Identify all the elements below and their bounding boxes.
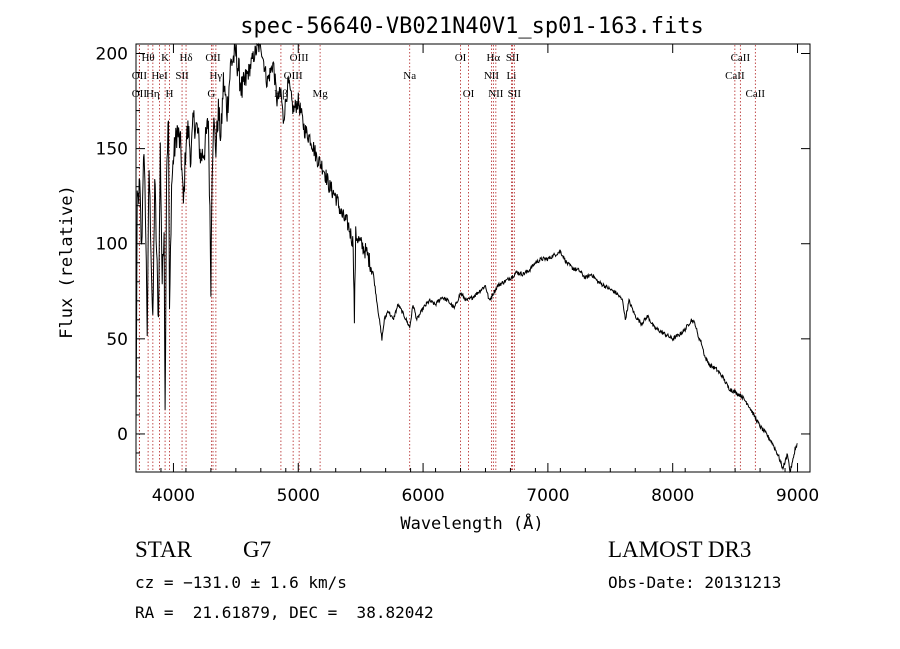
x-tick-label: 7000	[526, 486, 569, 506]
marker-label: OII	[205, 52, 221, 64]
coordinates: RA = 21.61879, DEC = 38.82042	[135, 603, 434, 622]
chart-title: spec-56640-VB021N40V1_sp01-163.fits	[240, 14, 704, 39]
marker-label: H	[165, 88, 173, 100]
marker-label: K	[161, 52, 169, 64]
x-tick-label: 6000	[401, 486, 444, 506]
marker-label: OI	[463, 88, 475, 100]
marker-label: Na	[403, 70, 416, 82]
axis-ticks: 4000 5000 6000 7000 8000 9000 0 50 100 150 200	[96, 44, 819, 506]
marker-label: OIII	[284, 70, 303, 82]
object-class: STAR	[135, 537, 192, 562]
y-tick-label: 50	[106, 330, 128, 350]
x-axis-label: Wavelength (Å)	[400, 512, 543, 534]
marker-label: SII	[175, 70, 189, 82]
y-tick-label: 100	[96, 235, 128, 255]
marker-label: Mg	[312, 88, 328, 100]
marker-label: CaII	[725, 70, 745, 82]
subclass: G7	[243, 537, 272, 562]
redshift-value: cz = −131.0 ± 1.6 km/s	[135, 573, 347, 592]
y-tick-label: 200	[96, 45, 128, 65]
x-tick-label: 8000	[651, 486, 694, 506]
marker-label: Li	[507, 70, 517, 82]
spectrum-line	[135, 42, 798, 474]
marker-label: CaII	[746, 88, 766, 100]
marker-label: SII	[508, 88, 522, 100]
marker-label: SII	[506, 52, 520, 64]
marker-label: Hη	[146, 88, 160, 100]
marker-label: Hα	[486, 52, 500, 64]
y-tick-label: 0	[117, 425, 128, 445]
x-tick-label: 9000	[776, 486, 819, 506]
survey-name: LAMOST DR3	[608, 537, 752, 562]
x-tick-label: 5000	[277, 486, 320, 506]
marker-label: CaII	[731, 52, 751, 64]
plot-frame	[135, 43, 811, 473]
marker-label: OII	[132, 88, 148, 100]
x-tick-label: 4000	[152, 486, 195, 506]
y-axis-label: Flux (relative)	[57, 185, 77, 339]
marker-label: OIII	[290, 52, 309, 64]
marker-label: G	[207, 88, 215, 100]
marker-label: NII	[488, 88, 504, 100]
y-tick-label: 150	[96, 140, 128, 160]
marker-label: Hγ	[209, 70, 222, 82]
obs-date: Obs-Date: 20131213	[608, 573, 782, 592]
marker-label: HeI	[151, 70, 168, 82]
marker-label: Hδ	[179, 52, 192, 64]
marker-label: OI	[455, 52, 467, 64]
marker-label: Hθ	[141, 52, 154, 64]
marker-label: NII	[484, 70, 500, 82]
